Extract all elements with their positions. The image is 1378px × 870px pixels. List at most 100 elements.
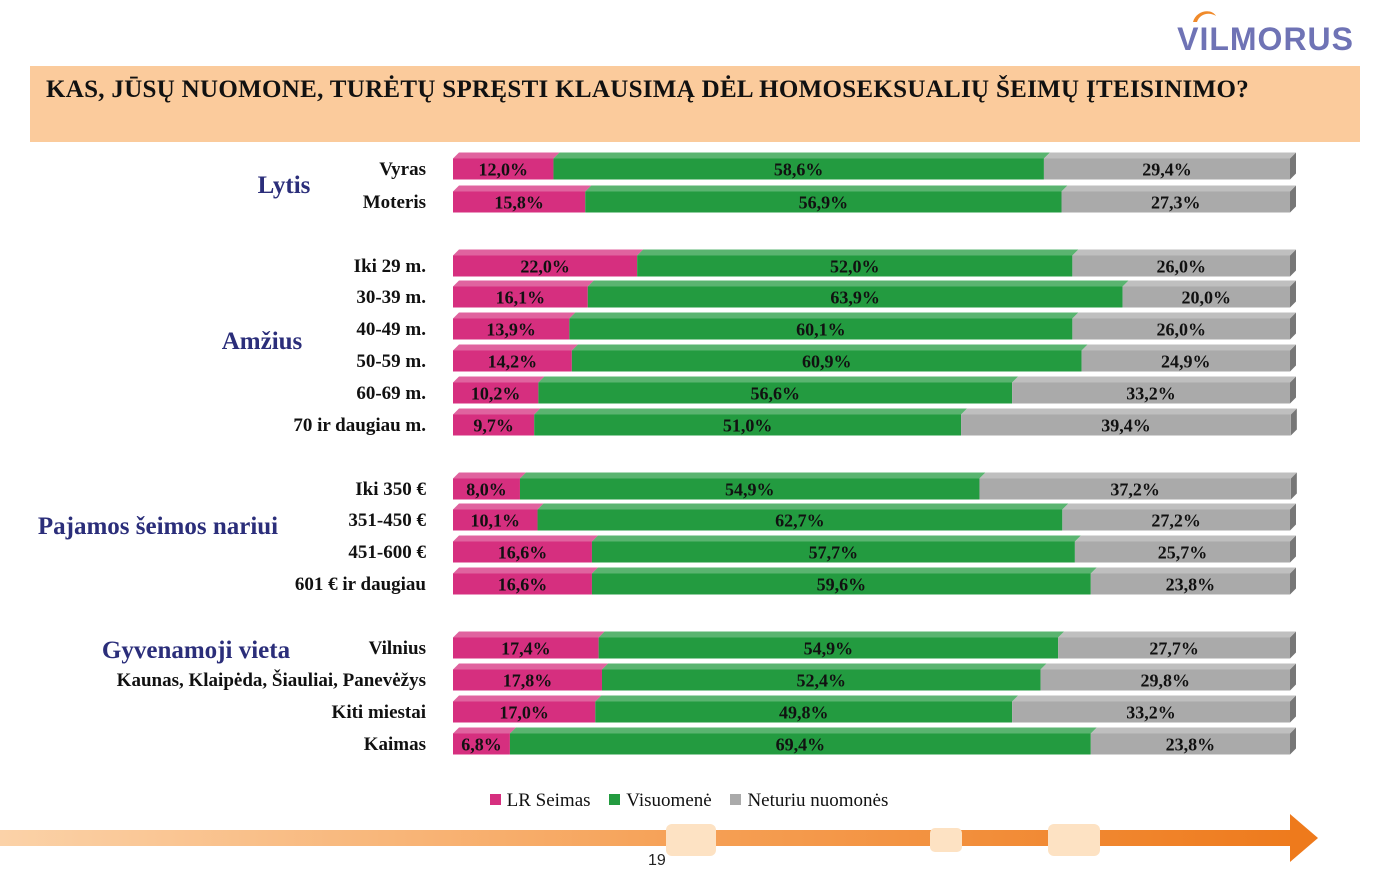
data-label: 52,0% — [830, 257, 880, 277]
page-number: 19 — [648, 852, 666, 869]
data-label: 24,9% — [1161, 352, 1211, 372]
bar-segment — [591, 573, 1091, 595]
bar-depth-side — [1290, 663, 1296, 691]
group-label: Amžius — [222, 328, 303, 355]
data-label: 12,0% — [478, 160, 528, 180]
category-label: 451-600 € — [348, 542, 426, 563]
bar-segment-top — [537, 503, 1069, 510]
bar-segment — [591, 541, 1075, 563]
bar-segment — [453, 286, 588, 308]
bar-segment-top — [453, 376, 545, 383]
bar-segment-top — [453, 185, 592, 192]
data-label: 16,1% — [496, 288, 546, 308]
legend-label-lr-seimas: LR Seimas — [506, 790, 591, 811]
vilmorus-logo: VILMORUS — [1154, 8, 1354, 58]
bar-segment — [453, 669, 602, 691]
data-label: 54,9% — [804, 639, 854, 659]
data-label: 25,7% — [1158, 543, 1208, 563]
arrow-segment-2 — [930, 828, 962, 852]
category-label: Moteris — [363, 192, 426, 213]
bar-depth-side — [1290, 249, 1296, 277]
data-label: 27,3% — [1151, 193, 1201, 213]
bar-segment-top — [1012, 376, 1296, 383]
logo-swirl-icon — [1193, 11, 1216, 22]
category-label: Vilnius — [369, 638, 426, 659]
category-label: 70 ir daugiau m. — [293, 415, 426, 436]
bar-segment — [587, 286, 1123, 308]
bar-segment — [453, 382, 539, 404]
bar-depth-side — [1290, 152, 1296, 180]
bar-segment-top — [1058, 631, 1296, 638]
bar-segment — [1122, 286, 1290, 308]
data-label: 56,6% — [750, 384, 800, 404]
data-label: 27,7% — [1149, 639, 1199, 659]
bar-segment-top — [585, 185, 1068, 192]
data-label: 23,8% — [1166, 735, 1216, 755]
bar-segment-top — [453, 503, 544, 510]
bar-segment-top — [453, 663, 608, 670]
bar-segment — [453, 509, 538, 531]
bar-segment-top — [453, 408, 541, 415]
data-label: 26,0% — [1156, 257, 1206, 277]
bar-depth-side — [1290, 408, 1297, 436]
bar-segment — [537, 509, 1063, 531]
bar-segment — [1081, 350, 1290, 372]
data-label: 62,7% — [775, 511, 825, 531]
data-label: 10,2% — [471, 384, 521, 404]
bar-segment — [453, 541, 592, 563]
legend-swatch-visuomene — [609, 794, 621, 805]
category-label: 351-450 € — [348, 510, 426, 531]
category-label: Kiti miestai — [332, 702, 426, 723]
data-label: 52,4% — [797, 671, 847, 691]
bar-segment-top — [1090, 727, 1296, 734]
bar-segment-top — [595, 695, 1019, 702]
bar-segment — [961, 414, 1291, 436]
legend: LR Seimas Visuomenė Neturiu nuomonės — [0, 790, 1378, 812]
bar-depth-side — [1290, 503, 1296, 531]
bar-segment-top — [519, 472, 986, 479]
data-label: 15,8% — [494, 193, 544, 213]
bar-segment — [1074, 541, 1290, 563]
bar-segment — [569, 318, 1073, 340]
arrow-shaft — [0, 830, 1300, 846]
bar-segment-top — [1074, 535, 1296, 542]
data-label: 69,4% — [776, 735, 826, 755]
bar-depth-side — [1290, 567, 1296, 595]
group-label: Pajamos šeimos nariui — [38, 513, 278, 540]
bar-segment-top — [961, 408, 1297, 415]
chart-title: KAS, JŪSŲ NUOMONE, TURĖTŲ SPRĘSTI KLAUSI… — [46, 76, 1250, 103]
bar-segment — [453, 637, 599, 659]
data-label: 10,1% — [471, 511, 521, 531]
arrow-head — [1290, 814, 1318, 862]
bar-depth-side — [1290, 472, 1297, 500]
bar-depth-side — [1290, 535, 1296, 563]
bar-segment-top — [453, 312, 576, 319]
bar-depth-side — [1290, 376, 1296, 404]
bar-segment — [534, 414, 962, 436]
category-label: Vyras — [379, 159, 426, 180]
data-label: 51,0% — [723, 416, 773, 436]
bar-segment-top — [1040, 663, 1296, 670]
data-label: 6,8% — [461, 735, 502, 755]
bar-segment-top — [534, 408, 968, 415]
bar-segment-top — [591, 567, 1097, 574]
decorative-arrow-bar — [0, 814, 1318, 862]
bar-segment — [601, 669, 1041, 691]
logo-text: VILMORUS — [1177, 21, 1354, 57]
bar-segment — [1072, 318, 1290, 340]
bar-segment-top — [569, 312, 1079, 319]
bar-segment-top — [1072, 249, 1296, 256]
bar-segment — [1012, 382, 1290, 404]
bar-segment-top — [1081, 344, 1296, 351]
data-label: 29,4% — [1142, 160, 1192, 180]
data-label: 29,8% — [1141, 671, 1191, 691]
bar-depth-side — [1290, 344, 1296, 372]
bar-segment-top — [553, 152, 1050, 159]
data-label: 49,8% — [779, 703, 829, 723]
bar-depth-side — [1290, 185, 1296, 213]
data-label: 9,7% — [473, 416, 514, 436]
bar-segment — [637, 255, 1073, 277]
bar-segment — [453, 318, 570, 340]
data-label: 54,9% — [725, 480, 775, 500]
category-label: Kaimas — [364, 734, 426, 755]
